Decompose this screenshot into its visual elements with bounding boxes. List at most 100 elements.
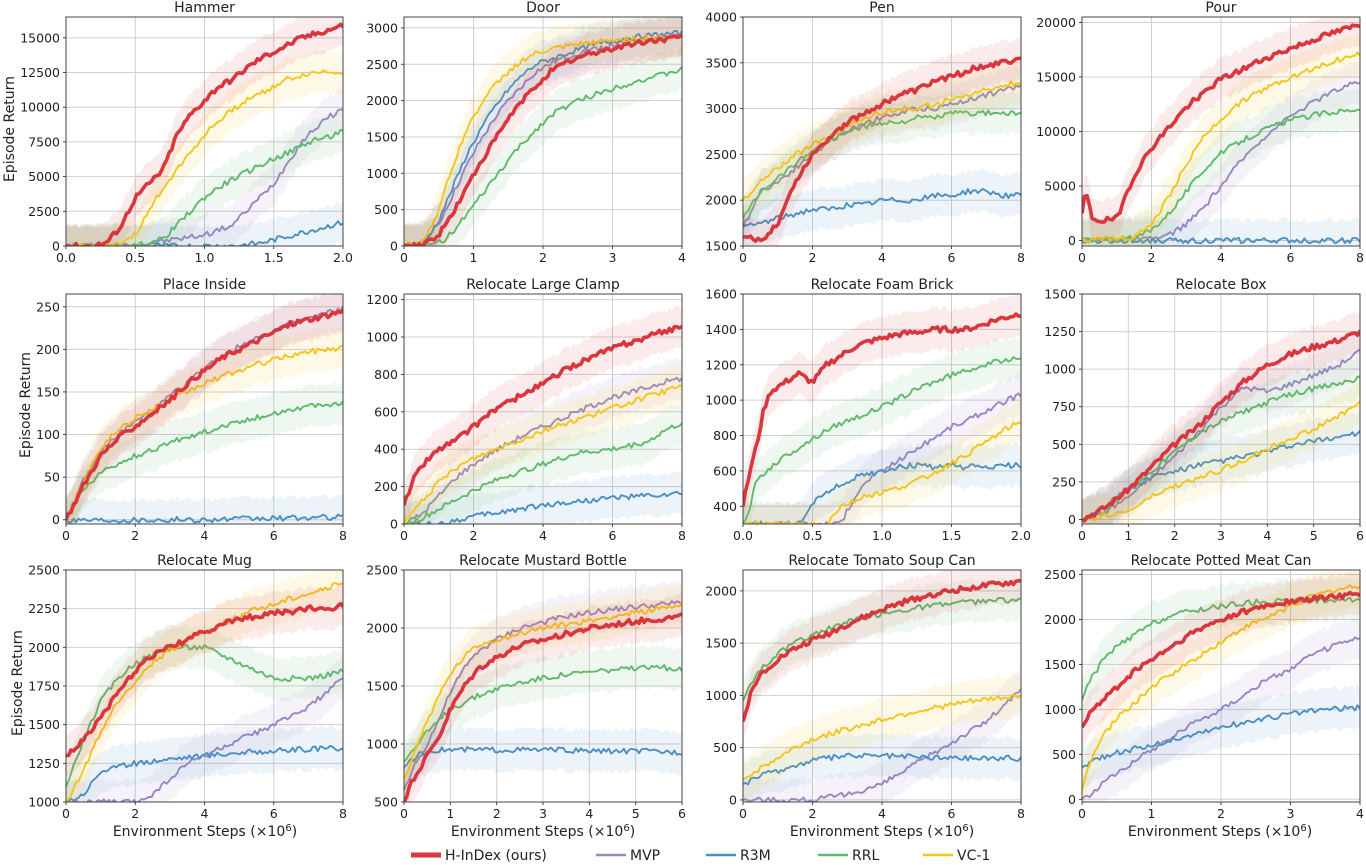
line-vc-1 xyxy=(404,384,682,524)
x-tick-label: 2 xyxy=(809,806,817,821)
band-mvp xyxy=(743,372,1021,524)
x-tick-label: 1 xyxy=(1148,806,1156,821)
legend-item-rrl: RRL xyxy=(818,848,879,864)
x-axis-label-text: Environment Steps (×10 xyxy=(113,824,285,840)
y-tick-label: 1200 xyxy=(705,357,737,372)
x-axis-label-exponent: 6 xyxy=(962,823,968,834)
line-vc-1 xyxy=(1082,400,1360,523)
band-h-index-ours xyxy=(743,294,1021,524)
x-tick-label: 2 xyxy=(539,250,547,265)
y-tick-label: 3000 xyxy=(705,101,737,116)
x-tick-label: 0.5 xyxy=(803,528,823,543)
line-mvp xyxy=(66,108,343,246)
x-axis-label-close: ) xyxy=(1307,824,1312,840)
band-h-index-ours xyxy=(1082,571,1360,749)
line-h-index-ours xyxy=(1082,329,1360,523)
y-tick-label: 500 xyxy=(374,795,398,810)
x-tick-label: 0 xyxy=(739,250,747,265)
y-tick-label: 1500 xyxy=(705,239,737,254)
y-tick-label: 400 xyxy=(713,499,737,514)
band-rrl xyxy=(743,336,1021,524)
band-vc-1 xyxy=(404,364,682,524)
y-tick-label: 800 xyxy=(374,367,398,382)
x-tick-label: 2 xyxy=(131,528,139,543)
x-tick-label: 1.0 xyxy=(872,528,892,543)
line-h-index-ours xyxy=(743,56,1021,243)
x-axis-label-close: ) xyxy=(292,824,297,840)
band-r3m xyxy=(743,732,1021,802)
y-tick-label: 4000 xyxy=(705,10,737,25)
band-rrl xyxy=(1082,576,1360,722)
panel-title: Relocate Mug xyxy=(157,553,252,569)
y-axis-label-row-3: Episode Return xyxy=(10,630,26,736)
y-tick-label: 1000 xyxy=(28,795,60,810)
y-tick-label: 1000 xyxy=(366,166,398,181)
band-h-index-ours xyxy=(743,37,1021,246)
x-tick-label: 4 xyxy=(1356,806,1364,821)
legend-label: VC-1 xyxy=(957,848,990,864)
x-tick-label: 4 xyxy=(1217,250,1225,265)
panel-relocate-foam-brick: 0.0 0.5 1.0 1.5 2.0 400 600 800 1000 1200 1400 1600… xyxy=(705,277,1031,543)
line-mvp xyxy=(743,84,1021,228)
y-tick-label: 1000 xyxy=(705,688,737,703)
y-tick-label: 20000 xyxy=(1036,15,1076,30)
y-tick-label: 1000 xyxy=(705,393,737,408)
y-tick-label: 3000 xyxy=(366,20,398,35)
legend-label: H-InDex (ours) xyxy=(445,848,547,864)
x-tick-label: 6 xyxy=(270,806,278,821)
y-tick-label: 2500 xyxy=(28,204,60,219)
line-h-index-ours xyxy=(66,601,343,758)
x-tick-label: 1 xyxy=(470,250,478,265)
y-tick-label: 1000 xyxy=(366,330,398,345)
band-h-index-ours xyxy=(1082,310,1360,524)
x-axis-label-col-3: Environment Steps (×106) xyxy=(790,823,974,841)
y-tick-label: 0 xyxy=(390,517,398,532)
line-rrl xyxy=(404,66,682,246)
panel-title: Door xyxy=(526,0,560,16)
panel-title: Pour xyxy=(1205,0,1236,16)
x-tick-label: 6 xyxy=(948,806,956,821)
band-rrl xyxy=(743,577,1021,722)
line-vc-1 xyxy=(404,34,682,246)
x-tick-label: 6 xyxy=(678,806,686,821)
band-rrl xyxy=(1082,355,1360,524)
y-tick-label: 2500 xyxy=(705,147,737,162)
band-vc-1 xyxy=(1082,31,1360,246)
y-tick-label: 0 xyxy=(1068,792,1076,807)
y-tick-label: 100 xyxy=(36,427,60,442)
x-tick-label: 3 xyxy=(539,806,547,821)
y-tick-label: 200 xyxy=(374,479,398,494)
line-r3m xyxy=(743,187,1021,229)
y-tick-label: 1500 xyxy=(366,679,398,694)
band-h-index-ours xyxy=(66,582,343,777)
y-tick-label: 600 xyxy=(374,404,398,419)
y-tick-label: 2000 xyxy=(28,640,60,655)
y-tick-label: 1500 xyxy=(1044,657,1076,672)
y-tick-label: 600 xyxy=(713,463,737,478)
band-r3m xyxy=(404,726,682,789)
line-h-index-ours xyxy=(404,33,682,246)
y-tick-label: 0 xyxy=(729,792,737,807)
y-tick-label: 1750 xyxy=(28,679,60,694)
plot-area xyxy=(743,294,1021,524)
line-mvp xyxy=(1082,348,1360,521)
y-tick-label: 0 xyxy=(52,512,60,527)
band-h-index-ours xyxy=(404,17,682,246)
y-tick-label: 500 xyxy=(713,740,737,755)
legend-item-hindex: H-InDex (ours) xyxy=(411,848,547,864)
x-tick-label: 4 xyxy=(201,806,209,821)
band-h-index-ours xyxy=(404,593,682,802)
panel-title: Place Inside xyxy=(163,277,246,293)
x-tick-label: 8 xyxy=(339,528,347,543)
panel-title: Relocate Tomato Soup Can xyxy=(788,553,975,569)
y-tick-label: 2000 xyxy=(366,621,398,636)
legend-item-mvp: MVP xyxy=(596,848,660,864)
band-mvp xyxy=(404,580,682,802)
panel-relocate-mug: 0 2 4 6 8 1000 1250 1500 1750 2000 2250 2500 Relocat… xyxy=(28,553,347,821)
plot-area xyxy=(743,37,1021,246)
line-rrl xyxy=(404,422,682,524)
band-vc-1 xyxy=(743,673,1021,800)
y-axis-label-row-2: Episode Return xyxy=(18,352,34,458)
x-tick-label: 6 xyxy=(948,250,956,265)
